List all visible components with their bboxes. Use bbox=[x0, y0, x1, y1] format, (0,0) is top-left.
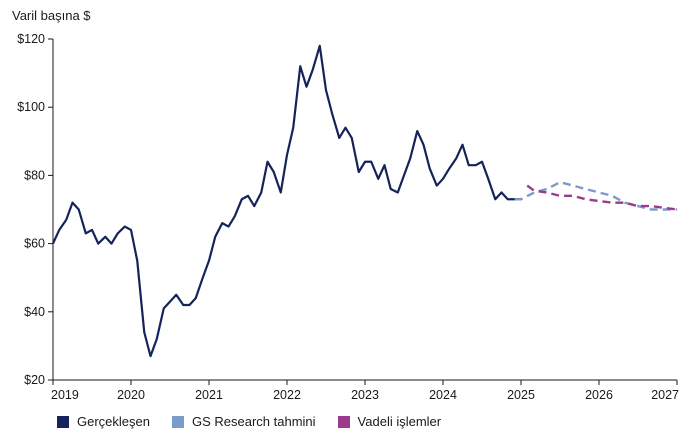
y-tick-label: $20 bbox=[24, 373, 45, 387]
x-tick-label: 2024 bbox=[429, 388, 457, 402]
y-tick-label: $80 bbox=[24, 168, 45, 182]
legend-item-actual: Gerçekleşen bbox=[57, 414, 150, 429]
series-gs-forecast-line bbox=[514, 181, 677, 211]
legend-item-futures: Vadeli işlemler bbox=[337, 414, 442, 429]
x-axis: 2019 2020 2021 2022 2023 2024 2025 2026 2027 bbox=[51, 379, 679, 402]
y-tick-label: $120 bbox=[17, 32, 45, 46]
x-tick-label: 2025 bbox=[507, 388, 535, 402]
y-tick-label: $40 bbox=[24, 305, 45, 319]
series-layer bbox=[51, 44, 678, 358]
legend-swatch-gs-forecast bbox=[171, 415, 184, 428]
x-tick-label: 2021 bbox=[195, 388, 223, 402]
x-tick-label: 2022 bbox=[273, 388, 301, 402]
x-tick-label: 2020 bbox=[117, 388, 145, 402]
x-tick-label: 2019 bbox=[51, 388, 79, 402]
x-tick-label: 2026 bbox=[585, 388, 613, 402]
y-axis: $20 $40 $60 $80 $100 $120 bbox=[17, 32, 54, 387]
legend-swatch-actual bbox=[57, 415, 69, 428]
y-tick-label: $100 bbox=[17, 100, 45, 114]
series-futures-line bbox=[526, 184, 678, 211]
legend-label-futures: Vadeli işlemler bbox=[357, 414, 442, 429]
y-axis-label: Varil başına $ bbox=[12, 8, 91, 23]
legend-label-actual: Gerçekleşen bbox=[77, 414, 150, 429]
legend-item-gs-forecast: GS Research tahmini bbox=[171, 414, 316, 429]
x-tick-label: 2027 bbox=[651, 388, 679, 402]
series-actual-line bbox=[51, 44, 521, 358]
x-tick-label: 2023 bbox=[351, 388, 379, 402]
legend-label-gs-forecast: GS Research tahmini bbox=[191, 414, 316, 429]
y-tick-label: $60 bbox=[24, 237, 45, 251]
legend-swatch-futures bbox=[337, 415, 350, 428]
legend: Gerçekleşen GS Research tahmini Vadeli i… bbox=[57, 414, 463, 429]
